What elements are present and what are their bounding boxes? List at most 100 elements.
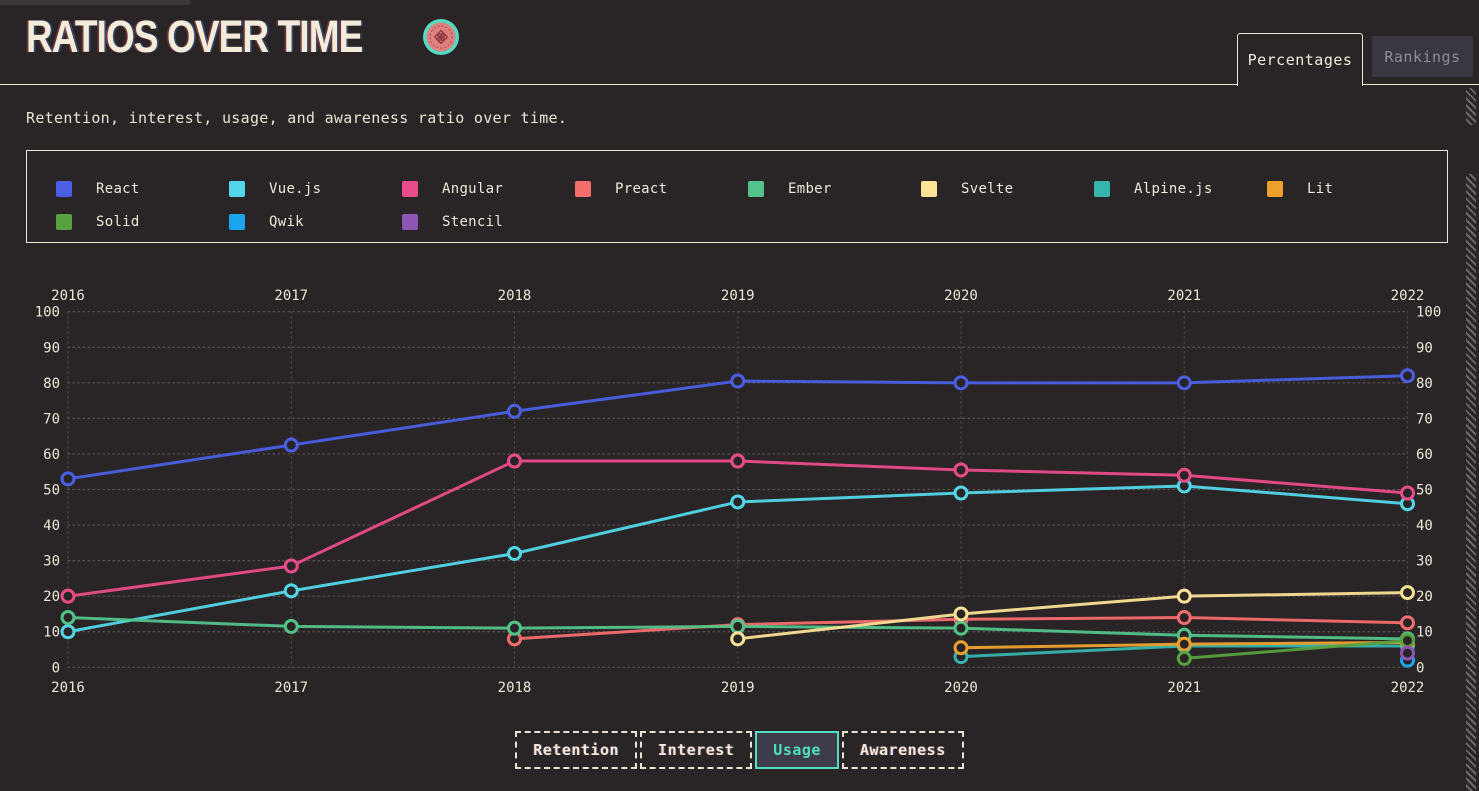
legend-item-alpine-js[interactable]: Alpine.js (1094, 172, 1267, 205)
tab-rankings-label: Rankings (1384, 47, 1461, 66)
series-svelte (730, 585, 1415, 647)
legend-item-preact[interactable]: Preact (575, 172, 748, 205)
y-tick-right: 60 (1416, 447, 1433, 463)
legend-item-solid[interactable]: Solid (56, 205, 229, 238)
data-point-vue-js-2016[interactable] (60, 624, 76, 640)
data-point-vue-js-2017[interactable] (283, 583, 299, 599)
x-tick-top: 2020 (944, 288, 978, 304)
data-point-preact-2021[interactable] (1176, 610, 1192, 626)
data-point-vue-js-2019[interactable] (730, 494, 746, 510)
data-point-solid-2021[interactable] (1176, 650, 1192, 666)
x-tick-bottom: 2019 (721, 680, 755, 696)
data-point-svelte-2022[interactable] (1400, 585, 1415, 601)
y-tick-left: 90 (43, 340, 60, 356)
legend-item-vue-js[interactable]: Vue.js (229, 172, 402, 205)
y-tick-right: 0 (1416, 660, 1424, 676)
metric-button-retention[interactable]: Retention (515, 731, 638, 769)
y-tick-left: 80 (43, 376, 60, 392)
data-point-angular-2020[interactable] (953, 462, 969, 478)
series-angular (60, 453, 1415, 604)
legend-label: Vue.js (269, 180, 322, 197)
data-point-react-2021[interactable] (1176, 375, 1192, 391)
data-point-solid-2022[interactable] (1400, 633, 1415, 649)
legend-swatch-icon (921, 180, 937, 197)
legend-item-angular[interactable]: Angular (402, 172, 575, 205)
legend-label: Preact (615, 180, 668, 197)
data-point-stencil-2022[interactable] (1400, 645, 1415, 661)
y-tick-left: 0 (52, 660, 60, 676)
data-point-react-2017[interactable] (283, 437, 299, 453)
legend-swatch-icon (1094, 180, 1110, 197)
y-tick-left: 70 (43, 411, 60, 427)
legend-label: Qwik (269, 213, 304, 230)
data-point-react-2022[interactable] (1400, 368, 1415, 384)
legend-item-ember[interactable]: Ember (748, 172, 921, 205)
data-point-angular-2017[interactable] (283, 558, 299, 574)
data-point-react-2016[interactable] (60, 471, 76, 487)
x-tick-bottom: 2016 (51, 680, 85, 696)
data-point-preact-2022[interactable] (1400, 615, 1415, 631)
metric-button-interest[interactable]: Interest (640, 731, 753, 769)
right-hatch-decoration (1466, 174, 1476, 791)
legend: React Vue.js Angular Preact Ember Svelte Alpin… (26, 150, 1448, 243)
y-tick-right: 30 (1416, 554, 1433, 570)
y-tick-left: 30 (43, 554, 60, 570)
data-point-angular-2022[interactable] (1400, 485, 1415, 501)
metric-button-awareness[interactable]: Awareness (841, 731, 964, 769)
series-react (60, 368, 1415, 487)
y-tick-right: 90 (1416, 340, 1433, 356)
data-point-angular-2021[interactable] (1176, 467, 1192, 483)
x-tick-bottom: 2020 (944, 680, 978, 696)
tab-percentages-label: Percentages (1247, 51, 1353, 69)
data-point-angular-2018[interactable] (507, 453, 522, 469)
y-tick-left: 100 (35, 305, 60, 321)
data-point-lit-2021[interactable] (1176, 636, 1192, 652)
tab-percentages[interactable]: Percentages (1237, 33, 1363, 86)
legend-item-lit[interactable]: Lit (1267, 172, 1440, 205)
x-tick-top: 2018 (498, 288, 532, 304)
x-tick-bottom: 2017 (274, 680, 308, 696)
header-divider (0, 84, 1479, 85)
legend-item-qwik[interactable]: Qwik (229, 205, 402, 238)
legend-swatch-icon (402, 213, 418, 230)
data-point-ember-2016[interactable] (60, 610, 76, 626)
legend-item-stencil[interactable]: Stencil (402, 205, 575, 238)
legend-item-svelte[interactable]: Svelte (921, 172, 1094, 205)
chart-area: 0 0 10 10 20 20 30 30 40 40 50 50 60 60 70 70 80 80 90 90 10… (0, 278, 1479, 712)
metric-switcher: Retention Interest Usage Awareness (0, 731, 1479, 769)
right-hatch-decoration (1466, 88, 1476, 125)
x-tick-bottom: 2018 (498, 680, 532, 696)
series-solid (1176, 633, 1415, 666)
y-tick-right: 10 (1416, 625, 1433, 641)
data-point-ember-2020[interactable] (953, 620, 969, 636)
data-point-angular-2016[interactable] (60, 588, 76, 604)
legend-label: Solid (96, 213, 140, 230)
x-tick-top: 2016 (51, 288, 85, 304)
y-tick-right: 80 (1416, 376, 1433, 392)
data-point-lit-2020[interactable] (953, 640, 969, 656)
data-point-vue-js-2020[interactable] (953, 485, 969, 501)
data-point-angular-2019[interactable] (730, 453, 746, 469)
data-point-ember-2019[interactable] (730, 618, 746, 634)
y-tick-left: 20 (43, 589, 60, 605)
data-point-vue-js-2018[interactable] (507, 546, 522, 562)
data-point-ember-2017[interactable] (283, 618, 299, 634)
data-point-svelte-2019[interactable] (730, 631, 746, 647)
legend-label: React (96, 180, 140, 197)
series-line (736, 591, 1409, 641)
tab-rankings[interactable]: Rankings (1372, 36, 1473, 77)
data-point-ember-2018[interactable] (507, 620, 522, 636)
data-point-svelte-2021[interactable] (1176, 588, 1192, 604)
y-tick-right: 70 (1416, 411, 1433, 427)
y-tick-left: 10 (43, 625, 60, 641)
legend-swatch-icon (1267, 180, 1283, 197)
data-point-react-2018[interactable] (507, 403, 522, 419)
data-point-svelte-2020[interactable] (953, 606, 969, 622)
data-point-react-2019[interactable] (730, 373, 746, 389)
metric-button-usage[interactable]: Usage (755, 731, 839, 769)
legend-item-react[interactable]: React (56, 172, 229, 205)
x-tick-top: 2019 (721, 288, 755, 304)
legend-swatch-icon (748, 180, 764, 197)
data-point-react-2020[interactable] (953, 375, 969, 391)
